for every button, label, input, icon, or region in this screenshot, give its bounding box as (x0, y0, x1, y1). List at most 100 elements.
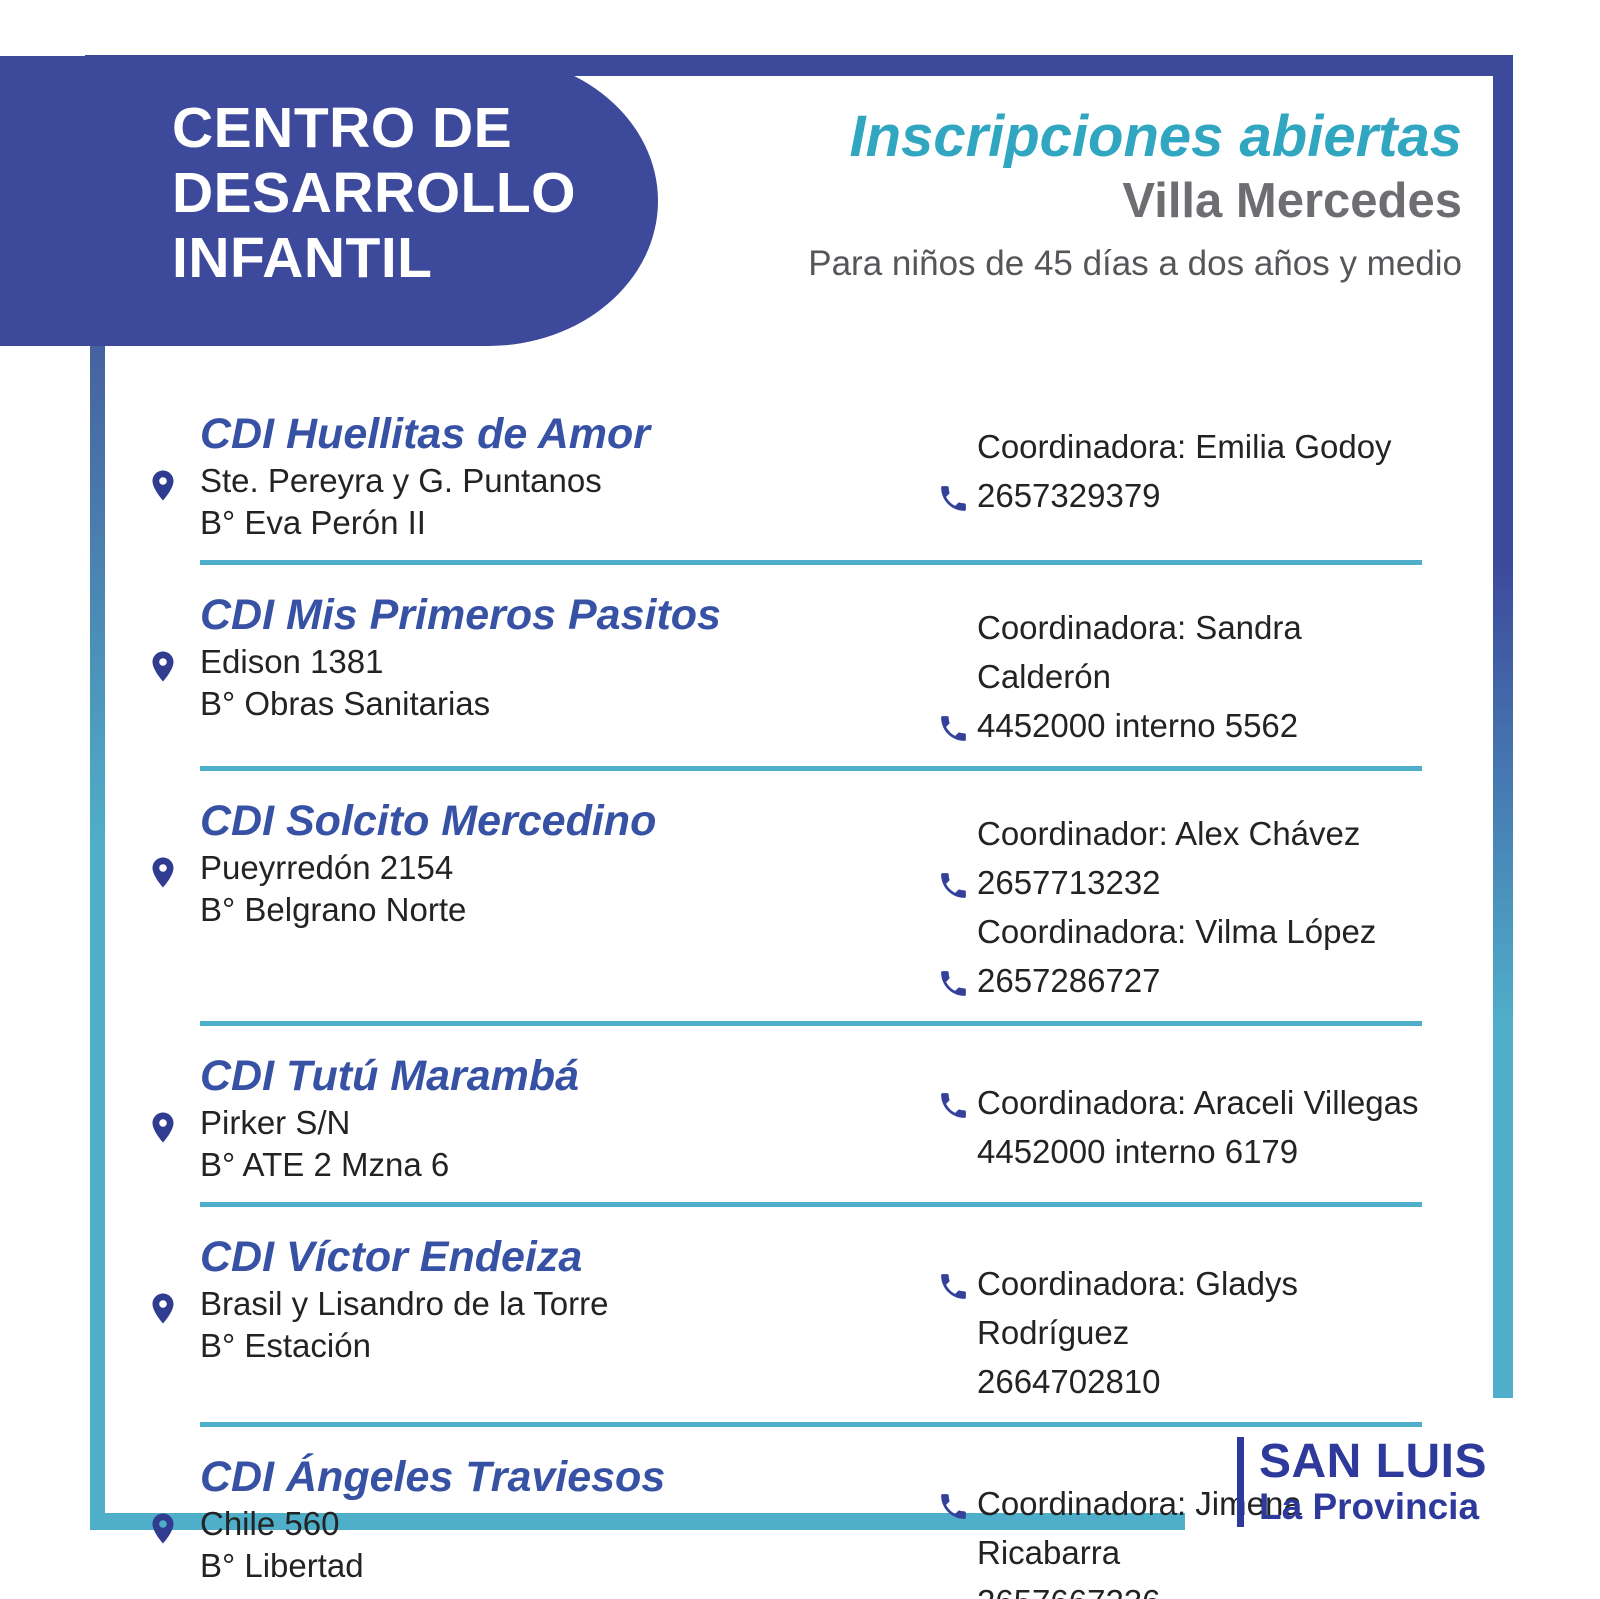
phone-number: 2657286727 (977, 962, 1161, 999)
phone-icon (937, 1267, 970, 1300)
entry-left: CDI Ángeles Traviesos Chile 560 B° Liber… (152, 1451, 977, 1599)
coordinator-label: Coordinadora: Vilma López (977, 913, 1377, 950)
right-border (1493, 55, 1513, 1398)
left-border (90, 345, 105, 1530)
address-line-1: Brasil y Lisandro de la Torre (200, 1285, 609, 1322)
entry-left: CDI Mis Primeros Pasitos Edison 1381 B° … (152, 589, 977, 750)
separator (200, 1202, 1422, 1207)
entry-right: Coordinador: Alex Chávez 2657713232 Coor… (941, 795, 1422, 1005)
header-title-line: DESARROLLO (172, 161, 576, 225)
phone-line: 2657329379 (941, 471, 1422, 520)
logo-text: SAN LUIS La Provincia (1259, 1437, 1487, 1527)
address-line-1: Edison 1381 (200, 643, 384, 680)
separator (200, 1422, 1422, 1427)
phone-line: 4452000 interno 6179 (977, 1127, 1422, 1176)
phone-icon (937, 866, 970, 899)
address-line-2: B° Belgrano Norte (200, 891, 467, 928)
separator (200, 1021, 1422, 1026)
cdi-entry: CDI Víctor Endeiza Brasil y Lisandro de … (152, 1207, 1422, 1422)
phone-number: 2657713232 (977, 864, 1161, 901)
address-line-2: B° ATE 2 Mzna 6 (200, 1146, 450, 1183)
header-title-line: INFANTIL (172, 226, 433, 290)
map-pin-icon (145, 462, 181, 509)
entry-left: CDI Tutú Marambá Pirker S/N B° ATE 2 Mzn… (152, 1050, 977, 1186)
tagline: Inscripciones abiertas (849, 104, 1462, 169)
entry-right: Coordinadora: Gladys Rodríguez 266470281… (941, 1231, 1422, 1406)
coordinator-line: Coordinadora: Jimena Ricabarra (941, 1479, 1422, 1577)
phone-number: 2657667236 (977, 1583, 1161, 1599)
logo-title: SAN LUIS (1258, 1435, 1487, 1488)
header-title-line: CENTRO DE (172, 96, 513, 160)
address-line-2: B° Eva Perón II (200, 504, 426, 541)
age-subtitle: Para niños de 45 días a dos años y medio (808, 244, 1462, 283)
entry-left: CDI Solcito Mercedino Pueyrredón 2154 B°… (152, 795, 977, 1005)
address-line-1: Ste. Pereyra y G. Puntanos (200, 462, 602, 499)
phone-line: 2657713232 (941, 858, 1422, 907)
cdi-entry: CDI Ángeles Traviesos Chile 560 B° Liber… (152, 1427, 1422, 1599)
entry-right: Coordinadora: Emilia Godoy 2657329379 (941, 408, 1422, 544)
header-box: CENTRO DE DESARROLLO INFANTIL (0, 56, 658, 346)
phone-number: 2657329379 (977, 477, 1161, 514)
coordinator-label: Coordinadora: Jimena Ricabarra (977, 1485, 1302, 1571)
cdi-entry: CDI Mis Primeros Pasitos Edison 1381 B° … (152, 565, 1422, 766)
coordinator-label: Coordinadora: Sandra Calderón (977, 609, 1302, 695)
address-line-2: B° Libertad (200, 1547, 364, 1584)
map-pin-icon (145, 1285, 181, 1332)
cdi-title: CDI Huellitas de Amor (200, 410, 650, 458)
entry-right: Coordinadora: Sandra Calderón 4452000 in… (941, 589, 1422, 750)
coordinator-label: Coordinadora: Gladys Rodríguez (977, 1265, 1299, 1351)
entry-left: CDI Víctor Endeiza Brasil y Lisandro de … (152, 1231, 977, 1406)
coordinator-line: Coordinadora: Vilma López (977, 907, 1422, 956)
separator (200, 560, 1422, 565)
coordinator-label: Coordinadora: Araceli Villegas (977, 1084, 1419, 1121)
address-line-2: B° Estación (200, 1327, 371, 1364)
cdi-title: CDI Mis Primeros Pasitos (200, 591, 721, 639)
phone-line: 2657667236 (977, 1577, 1422, 1599)
coordinator-line: Coordinadora: Emilia Godoy (977, 422, 1422, 471)
address-line-1: Chile 560 (200, 1505, 340, 1542)
map-pin-icon (145, 1104, 181, 1151)
entry-left: CDI Huellitas de Amor Ste. Pereyra y G. … (152, 408, 977, 544)
address-line-1: Pirker S/N (200, 1104, 351, 1141)
address-line-1: Pueyrredón 2154 (200, 849, 454, 886)
entry-right: Coordinadora: Jimena Ricabarra 265766723… (941, 1451, 1422, 1599)
logo-divider-bar (1236, 1437, 1244, 1527)
cdi-entry: CDI Huellitas de Amor Ste. Pereyra y G. … (152, 398, 1422, 560)
cdi-title: CDI Víctor Endeiza (200, 1233, 583, 1281)
coordinator-line: Coordinadora: Sandra Calderón (977, 603, 1422, 701)
cdi-title: CDI Solcito Mercedino (200, 797, 657, 845)
logo-subtitle: La Provincia (1258, 1486, 1480, 1527)
coordinator-line: Coordinadora: Araceli Villegas (941, 1078, 1422, 1127)
address-line-2: B° Obras Sanitarias (200, 685, 491, 722)
coordinator-line: Coordinador: Alex Chávez (977, 809, 1422, 858)
coordinator-label: Coordinador: Alex Chávez (977, 815, 1361, 852)
phone-icon (937, 479, 970, 512)
cdi-title: CDI Ángeles Traviesos (200, 1453, 666, 1501)
phone-line: 2657286727 (941, 956, 1422, 1005)
phone-icon (937, 1086, 970, 1119)
san-luis-logo: SAN LUIS La Provincia (1236, 1437, 1487, 1527)
phone-number: 4452000 interno 6179 (977, 1133, 1299, 1170)
phone-icon (937, 1487, 970, 1520)
coordinator-line: Coordinadora: Gladys Rodríguez (941, 1259, 1422, 1357)
map-pin-icon (145, 1505, 181, 1552)
coordinator-label: Coordinadora: Emilia Godoy (977, 428, 1392, 465)
city-title: Villa Mercedes (1122, 174, 1462, 228)
separator (200, 766, 1422, 771)
bottom-border (90, 1513, 1185, 1530)
phone-line: 4452000 interno 5562 (941, 701, 1422, 750)
cdi-title: CDI Tutú Marambá (200, 1052, 580, 1100)
map-pin-icon (145, 643, 181, 690)
phone-icon (937, 709, 970, 742)
cdi-entry: CDI Tutú Marambá Pirker S/N B° ATE 2 Mzn… (152, 1026, 1422, 1202)
entry-right: Coordinadora: Araceli Villegas 4452000 i… (941, 1050, 1422, 1186)
phone-line: 2664702810 (977, 1357, 1422, 1406)
phone-number: 4452000 interno 5562 (977, 707, 1299, 744)
map-pin-icon (145, 849, 181, 896)
entries-list: CDI Huellitas de Amor Ste. Pereyra y G. … (152, 398, 1422, 1599)
intro-block: Inscripciones abiertas Villa Mercedes Pa… (808, 106, 1462, 284)
cdi-entry: CDI Solcito Mercedino Pueyrredón 2154 B°… (152, 771, 1422, 1021)
phone-number: 2664702810 (977, 1363, 1161, 1400)
phone-icon (937, 964, 970, 997)
